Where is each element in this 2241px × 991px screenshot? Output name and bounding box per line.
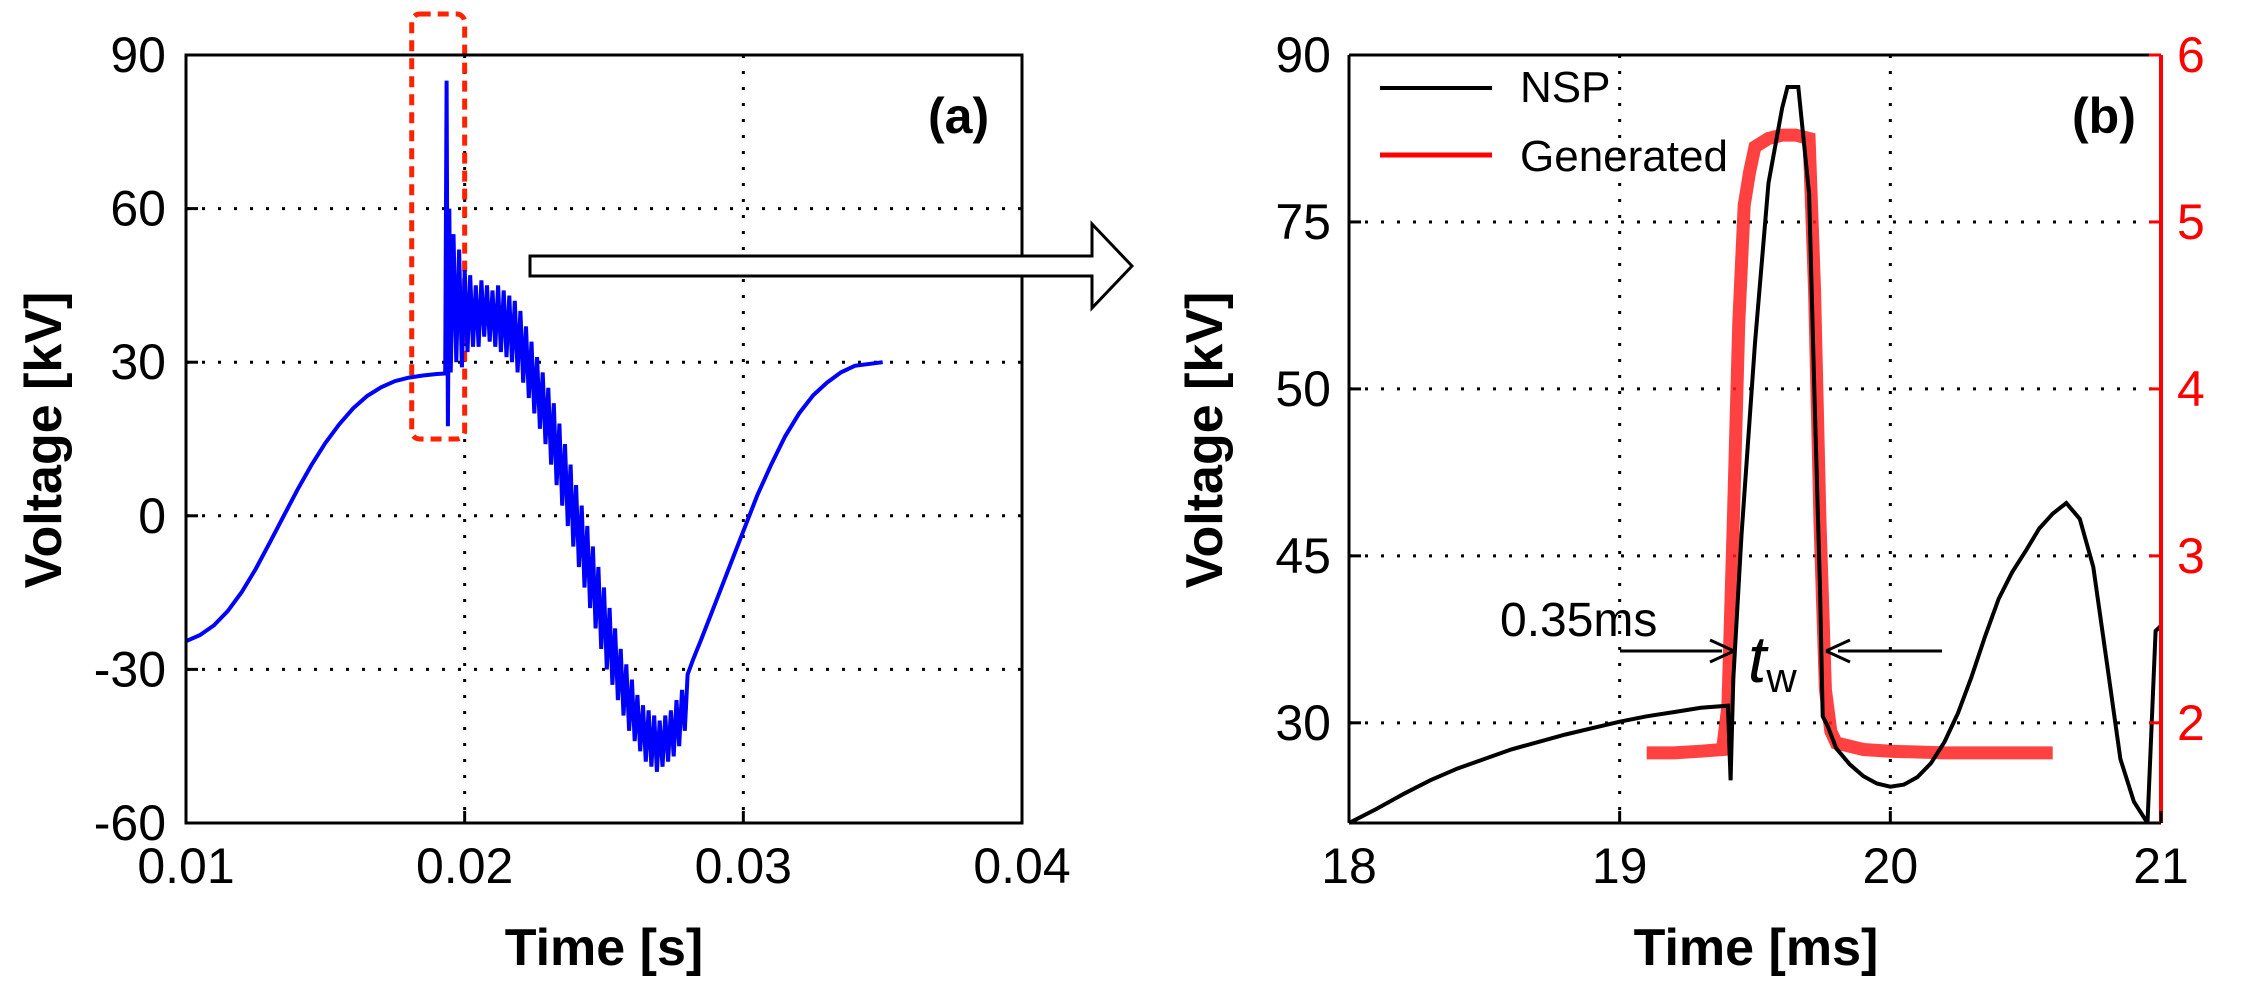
panel-b-ytick-label: 50 [1275,361,1331,417]
zoom-arrow-icon [528,220,1135,312]
panel-a-highlight-box [409,11,468,442]
panel-a-highlight [409,11,468,442]
pulse-width-annotation: 0.35ms tw [1500,594,1942,701]
panel-b-y2tick-label: 4 [2177,361,2205,417]
panel-b-xtick-label: 19 [1592,838,1648,894]
panel-b-ytick-label: 90 [1275,27,1331,83]
panel-a-frame [184,53,1024,825]
panel-b-label: (b) [2072,88,2136,144]
panel-a-xtick-label: 0.01 [137,838,234,894]
panel-a-ytick-label: 0 [138,488,166,544]
panel-a-ytick-label: 30 [110,334,166,390]
tw-label: tw [1748,622,1797,701]
tw-sub: w [1765,654,1797,701]
panel-a-ytick-label: -30 [94,641,166,697]
panel-a: 0.01 0.02 0.03 0.04 -60 -30 0 30 60 90 (a) Time [… [15,11,1071,977]
panel-b-nsp-line [1349,85,2161,823]
panel-b-xtick-label: 20 [1863,838,1919,894]
tw-main: t [1748,622,1769,696]
panel-b-ytick-label: 45 [1275,528,1331,584]
panel-b-xlabel: Time [ms] [1634,919,1879,977]
panel-b-y2tick-label: 2 [2177,695,2205,751]
panel-a-ticks: 0.01 0.02 0.03 0.04 -60 -30 0 30 60 90 [94,27,1071,894]
panel-b-legend: NSP Generated [1380,63,1728,181]
panel-a-ytick-label: -60 [94,795,166,851]
legend-nsp-label: NSP [1520,63,1610,112]
panel-b: 18 19 20 21 30 2 45 3 50 4 75 5 90 6 NSP Generated (b… [1176,27,2205,977]
panel-a-grid [186,55,1022,823]
panel-b-y2tick-label: 3 [2177,528,2205,584]
panel-a-ylabel: Voltage [kV] [15,292,73,589]
panel-b-ticks: 18 19 20 21 30 2 45 3 50 4 75 5 90 6 [1275,27,2204,894]
panel-b-xtick-label: 21 [2133,838,2189,894]
panel-a-xtick-label: 0.04 [973,838,1070,894]
panel-a-voltage-line [186,80,883,772]
panel-a-xtick-label: 0.02 [416,838,513,894]
panel-b-ytick-label: 75 [1275,194,1331,250]
panel-b-grid [1349,55,2161,823]
legend-generated-label: Generated [1520,132,1728,181]
panel-b-y2tick-label: 5 [2177,194,2205,250]
panel-a-ytick-label: 90 [110,27,166,83]
panel-b-ytick-label: 30 [1275,695,1331,751]
panel-b-y2tick-label: 6 [2177,27,2205,83]
panel-b-ylabel: Voltage [kV] [1176,292,1234,589]
panel-a-label: (a) [928,88,989,144]
panel-a-xtick-label: 0.03 [695,838,792,894]
duration-label: 0.35ms [1500,594,1657,647]
right-arrowhead-icon [1825,638,1851,664]
panel-a-ytick-label: 60 [110,181,166,237]
left-arrowhead-icon [1709,638,1735,664]
panel-b-xtick-label: 18 [1321,838,1377,894]
panel-a-xlabel: Time [s] [505,919,703,977]
